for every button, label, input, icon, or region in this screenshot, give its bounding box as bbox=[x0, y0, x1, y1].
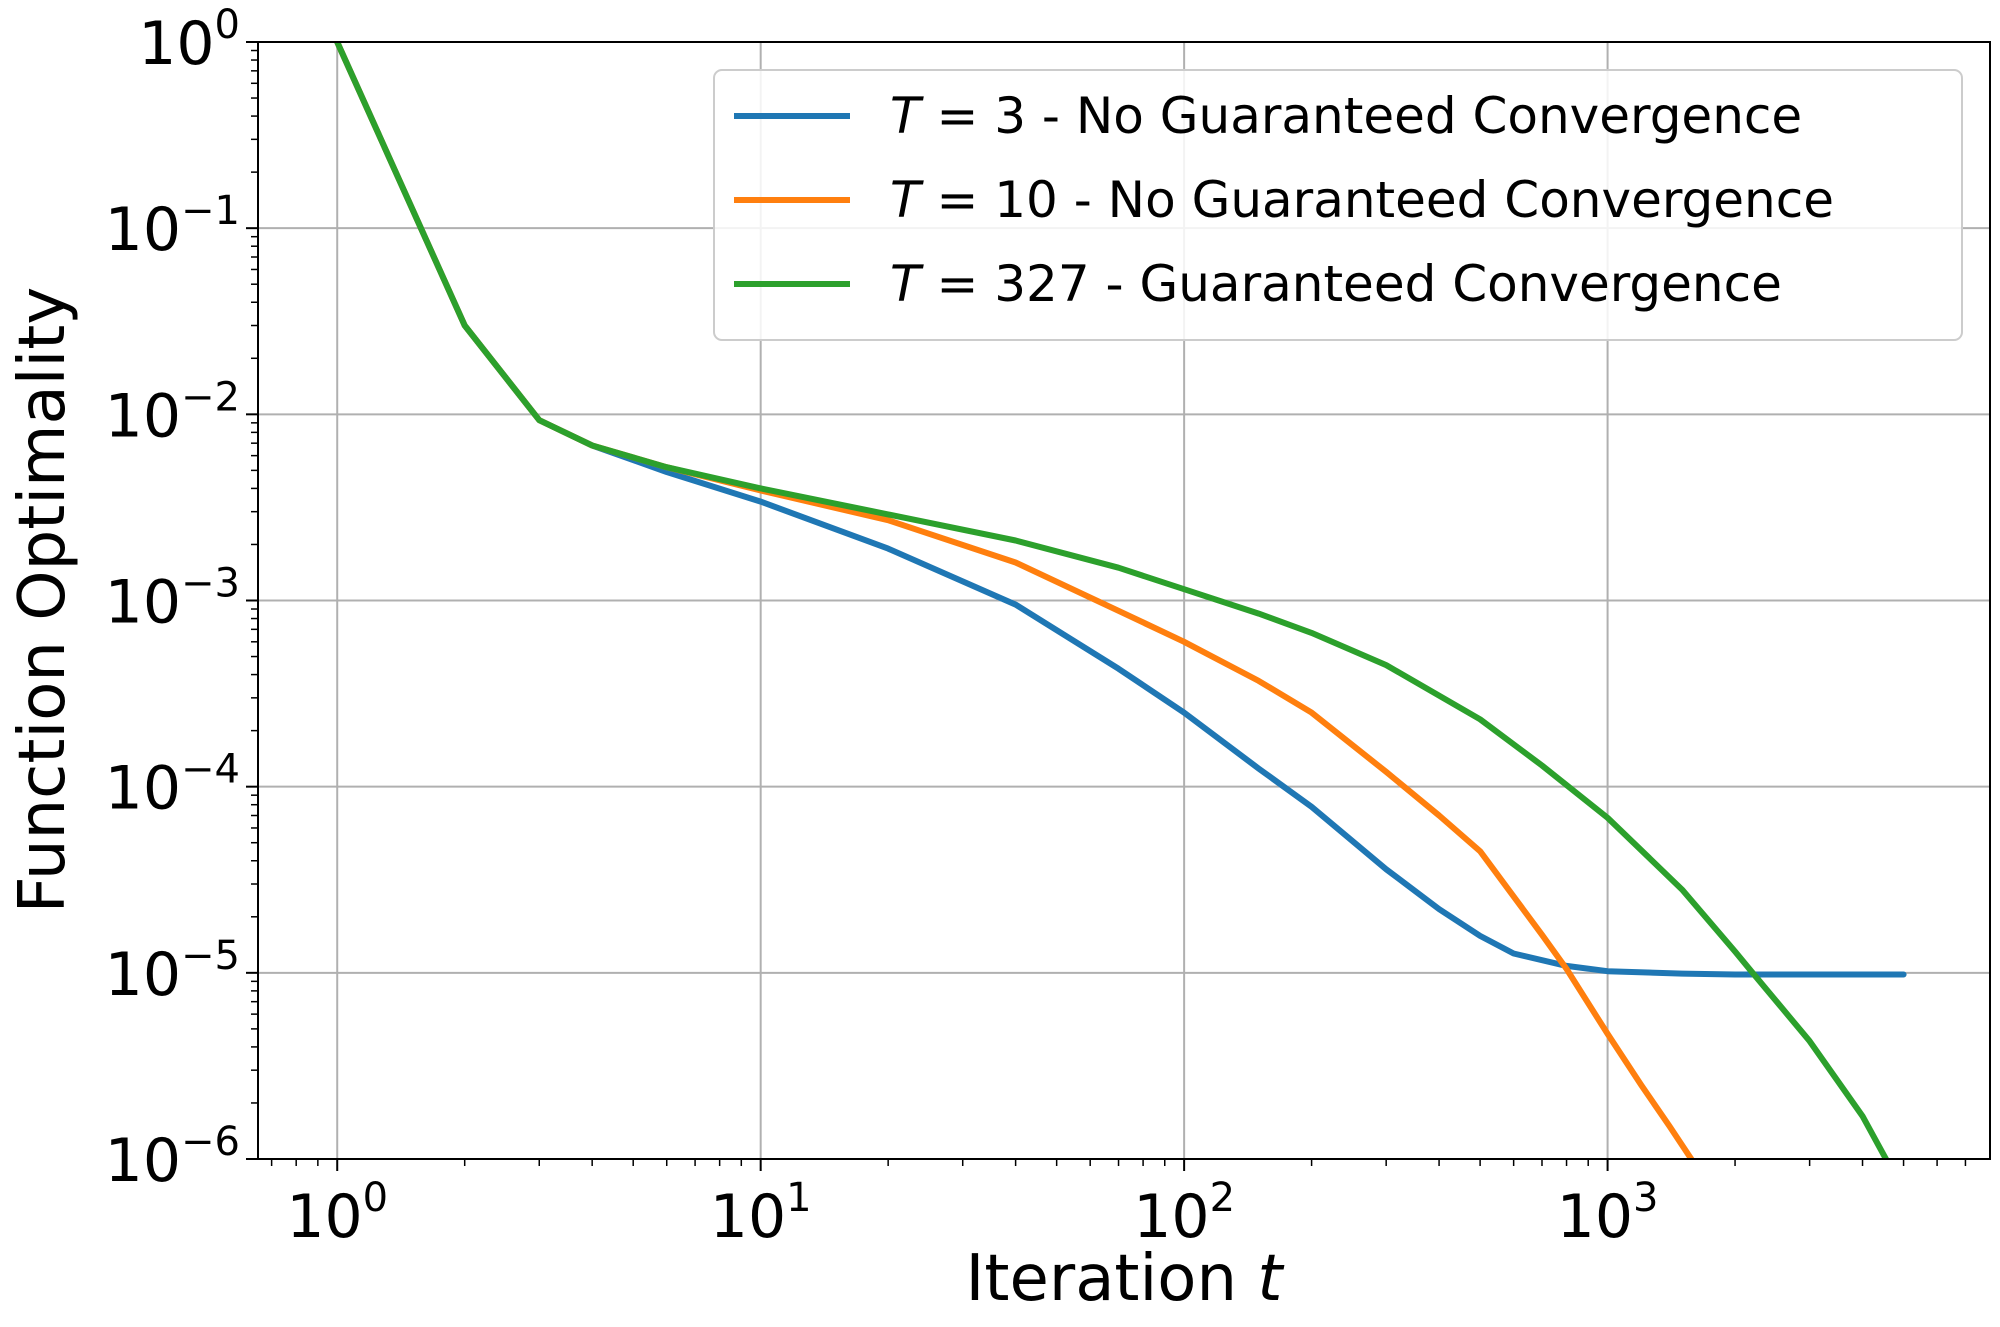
legend-box bbox=[713, 69, 1963, 341]
legend: T = 3 - No Guaranteed Convergence T = 10 … bbox=[713, 69, 1963, 341]
x-tick-label: 101 bbox=[710, 1175, 812, 1252]
y-tick-label: 10−4 bbox=[105, 747, 240, 824]
x-tick-label: 103 bbox=[1557, 1175, 1659, 1252]
y-tick-label: 10−3 bbox=[105, 561, 240, 638]
y-tick-label: 10−2 bbox=[105, 374, 240, 451]
y-axis-label: Function Optimality bbox=[6, 287, 80, 914]
x-tick-label: 100 bbox=[286, 1175, 388, 1252]
series-line-3 bbox=[334, 42, 1890, 1159]
y-tick-label: 10−1 bbox=[105, 188, 240, 265]
legend-label-3: T = 327 - Guaranteed Convergence bbox=[890, 255, 1782, 313]
y-tick-label: 10−5 bbox=[105, 933, 240, 1010]
x-tick-label: 102 bbox=[1133, 1175, 1235, 1252]
y-tick-label: 100 bbox=[138, 2, 240, 79]
series-lines bbox=[334, 42, 1907, 1159]
x-axis-label: Iteration t bbox=[966, 1242, 1286, 1316]
y-tick-label: 10−6 bbox=[105, 1119, 240, 1196]
legend-label-1: T = 3 - No Guaranteed Convergence bbox=[890, 87, 1802, 145]
axis-ticks: 100 101 102 103 100 10−1 10−2 10−3 10−4 10−5 10−6 bbox=[105, 2, 1967, 1252]
legend-label-2: T = 10 - No Guaranteed Convergence bbox=[890, 171, 1834, 229]
